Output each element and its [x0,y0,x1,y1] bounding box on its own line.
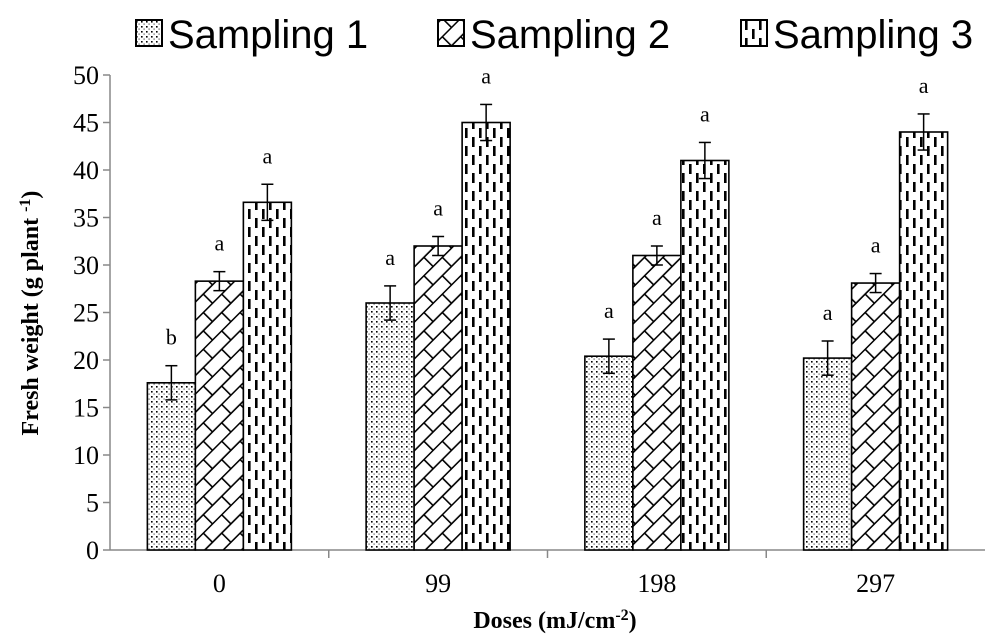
y-tick-label: 15 [73,394,99,423]
y-tick-label: 25 [73,299,99,328]
legend-label-sampling-2: Sampling 2 [470,13,670,57]
y-axis-title: Fresh weight (g plant -1) [17,191,45,436]
bar [242,201,293,551]
legend: Sampling 1 Sampling 2 Sampling 3 [135,13,973,57]
y-tick-label: 45 [73,109,99,138]
bar [146,381,197,551]
bar [802,357,853,551]
significance-letter: a [652,205,662,230]
y-tick-label: 40 [73,156,99,185]
legend-swatch-sampling-3 [740,19,768,47]
bar [365,302,415,551]
significance-letter: a [871,233,881,258]
plot-area: 0 5 10 15 20 25 30 35 40 45 50 0 b a a 99 a a a 198 a a a 297 a a… [73,61,985,598]
legend-label-sampling-1: Sampling 1 [168,13,368,57]
bar [680,159,730,551]
bar [850,282,901,551]
y-tick-label: 20 [73,346,99,375]
legend-item-sampling-1: Sampling 1 [135,13,368,57]
x-tick-label: 198 [637,569,676,598]
significance-letter: a [214,231,224,256]
significance-letter: a [919,73,929,98]
significance-letter: a [700,101,710,126]
bar [898,131,949,551]
legend-item-sampling-3: Sampling 3 [740,13,973,57]
bar [194,280,245,551]
significance-letter: a [604,298,614,323]
bar [461,121,511,551]
significance-letter: b [166,325,177,350]
significance-letter: a [433,196,443,221]
legend-label-sampling-3: Sampling 3 [773,13,973,57]
y-tick-label: 0 [86,536,99,565]
significance-letter: a [385,245,395,270]
legend-swatch-sampling-1 [135,19,163,47]
legend-item-sampling-2: Sampling 2 [437,13,670,57]
y-tick-label: 35 [73,204,99,233]
significance-letter: a [262,143,272,168]
x-tick-label: 297 [856,569,895,598]
x-tick-label: 99 [425,569,451,598]
bar [584,355,634,551]
y-tick-label: 30 [73,251,99,280]
significance-letter: a [481,63,491,88]
bar [632,254,682,551]
legend-swatch-sampling-2 [437,19,465,47]
y-tick-label: 50 [73,61,99,90]
significance-letter: a [823,300,833,325]
y-tick-label: 10 [73,441,99,470]
y-tick-label: 5 [86,489,99,518]
x-tick-label: 0 [213,569,226,598]
x-axis-title: Doses (mJ/cm-2) [473,607,636,635]
bar [413,245,463,551]
